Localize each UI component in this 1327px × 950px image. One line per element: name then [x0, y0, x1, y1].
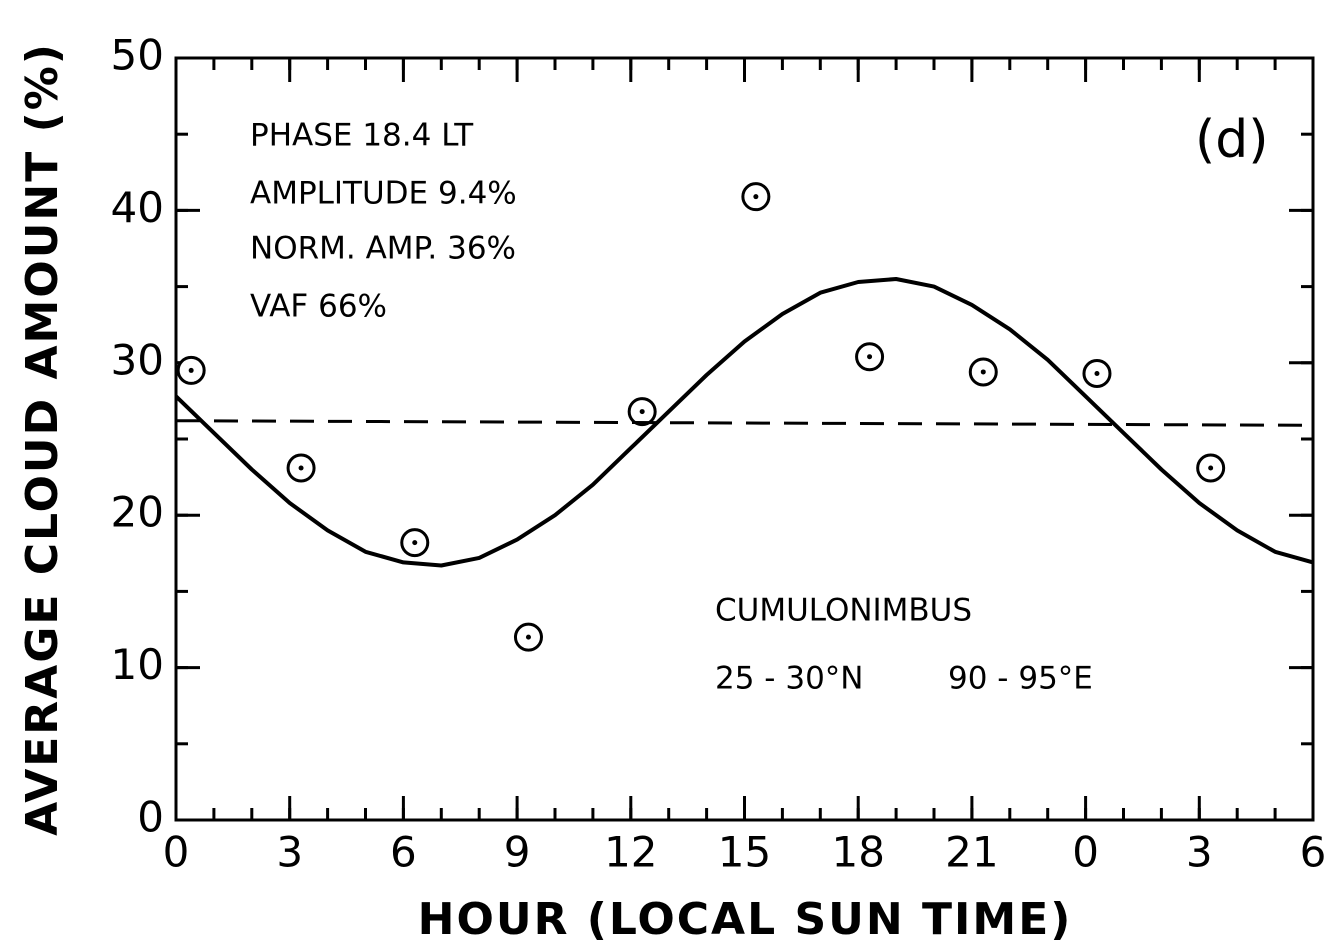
y-axis-label: AVERAGE CLOUD AMOUNT (%) [17, 42, 68, 836]
y-tick-label: 10 [111, 640, 164, 689]
x-tick-label: 21 [945, 828, 998, 877]
annotation: 90 - 95°E [948, 661, 1093, 697]
annotation: 25 - 30°N [715, 661, 863, 697]
point-dot [867, 354, 873, 360]
x-tick-label: 3 [276, 828, 303, 877]
annotation: VAF 66% [250, 289, 387, 325]
y-tick-label: 50 [111, 31, 164, 80]
data-point [627, 397, 657, 427]
point-dot [1094, 370, 1100, 376]
x-tick-label: 0 [163, 828, 190, 877]
y-tick-label: 30 [111, 335, 164, 384]
point-dot [298, 465, 304, 471]
panel-label: (d) [1195, 110, 1269, 170]
point-dot [980, 369, 986, 375]
y-tick-label: 40 [111, 183, 164, 232]
point-dot [188, 367, 194, 373]
fit-curve [174, 277, 1314, 568]
data-point [741, 182, 771, 212]
y-tick-label: 0 [137, 793, 164, 842]
annotation: NORM. AMP. 36% [250, 231, 516, 267]
data-point [286, 453, 316, 483]
data-point [176, 355, 206, 385]
plot-frame [174, 56, 1315, 822]
x-tick-label: 18 [831, 828, 884, 877]
x-tick-label: 6 [1300, 828, 1327, 877]
y-tick-label: 20 [111, 488, 164, 537]
x-tick-label: 9 [504, 828, 531, 877]
x-axis-label: HOUR (LOCAL SUN TIME) [418, 894, 1073, 945]
annotation: CUMULONIMBUS [715, 593, 972, 629]
data-point [1082, 358, 1112, 388]
x-tick-label: 12 [604, 828, 657, 877]
data-point [855, 342, 885, 372]
mean-line [175, 419, 1314, 427]
data-point [1196, 453, 1226, 483]
point-dot [1208, 465, 1214, 471]
x-tick-label: 15 [718, 828, 771, 877]
x-tick-label: 0 [1072, 828, 1099, 877]
point-dot [412, 540, 418, 546]
x-tick-label: 3 [1186, 828, 1213, 877]
x-tick-label: 6 [390, 828, 417, 877]
point-dot [639, 409, 645, 415]
point-dot [753, 194, 759, 200]
data-point [968, 357, 998, 387]
point-dot [525, 634, 531, 640]
data-point [400, 528, 430, 558]
annotation: PHASE 18.4 LT [250, 118, 474, 154]
annotation: AMPLITUDE 9.4% [250, 176, 517, 212]
data-point [513, 622, 543, 652]
